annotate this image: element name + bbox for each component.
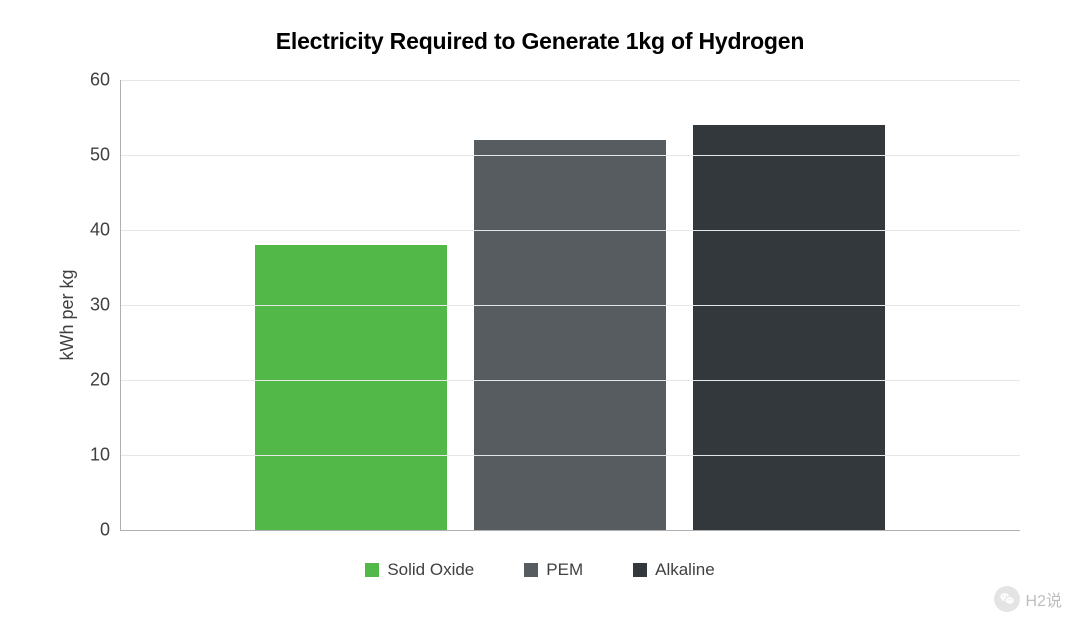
gridline [120, 80, 1020, 81]
gridline [120, 305, 1020, 306]
bar-alkaline [693, 125, 885, 530]
watermark: H2说 [994, 586, 1062, 612]
chart-title: Electricity Required to Generate 1kg of … [0, 28, 1080, 55]
y-axis-line [120, 80, 121, 530]
legend-label: Solid Oxide [387, 560, 474, 580]
legend-swatch [365, 563, 379, 577]
bar-pem [474, 140, 666, 530]
chart-container: Electricity Required to Generate 1kg of … [0, 0, 1080, 630]
legend-item-solid-oxide: Solid Oxide [365, 560, 474, 580]
x-axis-line [120, 530, 1020, 531]
legend-item-pem: PEM [524, 560, 583, 580]
legend-label: Alkaline [655, 560, 715, 580]
ytick-label: 0 [100, 520, 120, 541]
ytick-label: 60 [90, 70, 120, 91]
bar-solid-oxide [255, 245, 447, 530]
gridline [120, 155, 1020, 156]
ytick-label: 20 [90, 370, 120, 391]
ytick-label: 10 [90, 445, 120, 466]
gridline [120, 230, 1020, 231]
legend: Solid Oxide PEM Alkaline [0, 560, 1080, 580]
legend-item-alkaline: Alkaline [633, 560, 715, 580]
gridline [120, 380, 1020, 381]
legend-swatch [633, 563, 647, 577]
gridline [120, 455, 1020, 456]
legend-swatch [524, 563, 538, 577]
ytick-label: 40 [90, 220, 120, 241]
plot-area: 0102030405060 [120, 80, 1020, 530]
wechat-icon [994, 586, 1020, 612]
legend-label: PEM [546, 560, 583, 580]
watermark-text: H2说 [1026, 587, 1062, 611]
ytick-label: 30 [90, 295, 120, 316]
y-axis-label: kWh per kg [57, 269, 78, 360]
ytick-label: 50 [90, 145, 120, 166]
